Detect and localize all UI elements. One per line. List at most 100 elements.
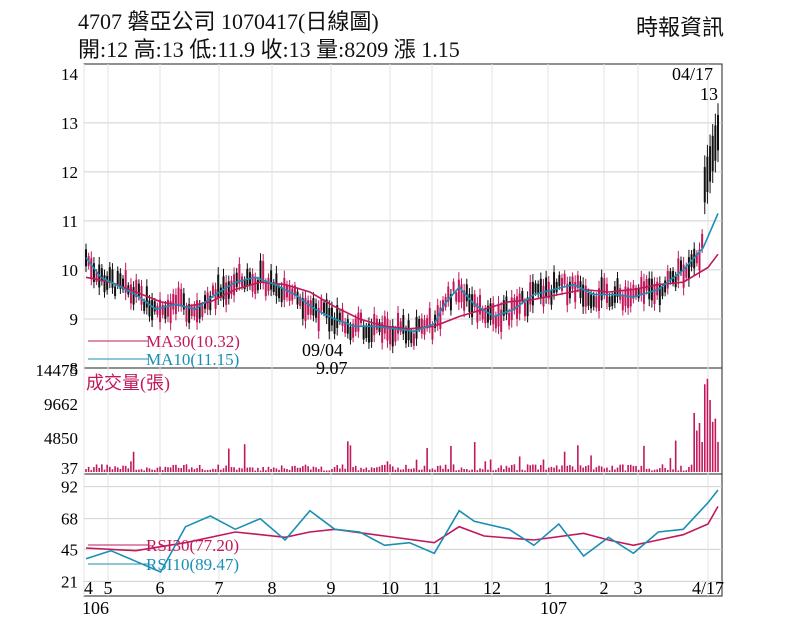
candle-body [563,273,566,285]
last-date-label: 04/17 [672,64,713,84]
candle-body [116,270,119,285]
candle-body [664,280,667,293]
candle-body [198,304,201,319]
candle-body [301,298,304,319]
candle-body [653,283,656,304]
candle-body [648,278,651,300]
candle-body [555,281,558,293]
candlesticks [85,103,719,354]
candle-body [367,323,370,343]
candle-body [341,308,344,327]
candle-body [391,325,394,347]
candle-body [518,293,521,314]
candle-body [672,270,675,283]
candle-body [452,281,455,291]
candle-body [296,291,299,305]
candle-body [246,268,249,286]
candle-body [558,275,561,287]
candle-body [153,301,156,312]
price-tick-label: 14 [61,65,79,84]
candle-body [534,283,537,293]
candle-body [291,288,294,301]
candle-body [471,294,474,318]
low-value-label: 9.07 [316,358,348,378]
candle-body [489,303,492,320]
candle-body [312,298,315,316]
candle-body [180,289,183,307]
candle-body [508,312,511,326]
month-label: 7 [215,578,224,598]
candle-body [481,309,484,320]
candle-body [714,125,717,161]
candle-body [505,296,508,315]
candle-body [140,286,143,305]
candle-body [365,326,368,338]
rsi-tick-label: 68 [61,510,78,529]
candle-body [185,307,188,322]
candle-body [486,305,489,323]
rsi10-line [85,489,719,574]
volume-tick-label: 9662 [44,395,78,414]
candle-body [603,278,606,294]
candle-body [640,277,643,296]
candle-body [595,296,598,308]
low-date-label: 09/04 [302,340,343,360]
candle-body [193,305,196,317]
candle-body [217,274,220,298]
candle-body [108,267,111,283]
candle-body [383,316,386,334]
candle-body [600,277,603,301]
candle-body [349,326,352,341]
candle-body [135,279,138,298]
candle-body [238,263,241,284]
ohlc-summary: 開:12 高:13 低:11.9 收:13 量:8209 漲 1.15 [78,37,460,62]
candle-body [386,318,389,341]
candle-body [717,114,719,151]
candle-body [658,283,661,306]
candle-body [698,249,701,271]
candle-body [645,279,648,291]
candle-body [373,313,376,336]
source-label: 時報資訊 [635,15,724,40]
candle-body [95,272,98,282]
candle-body [304,297,307,321]
candle-body [307,300,310,315]
candle-body [447,286,450,302]
candle-body [439,307,442,330]
candle-body [151,299,154,321]
candle-body [410,331,413,344]
candle-body [598,288,601,311]
candle-body [402,315,405,334]
candle-body [465,284,468,302]
candle-body [656,281,659,296]
candle-body [122,278,125,290]
candle-body [132,287,135,305]
ma30-line [85,253,719,330]
candle-body [679,260,682,273]
candle-body [526,297,529,317]
candle-body [574,282,577,303]
candle-body [222,276,225,300]
candle-body [650,278,653,301]
candle-body [270,270,273,290]
candle-body [338,312,341,322]
candle-body [709,146,712,182]
candle-body [500,309,503,332]
year-label: 106 [82,598,109,618]
candle-body [129,284,132,304]
candle-body [299,296,302,306]
month-label: 4 [84,578,93,598]
candle-body [357,312,360,332]
volume-tick-label: 14475 [36,361,79,380]
candle-body [571,276,574,289]
candle-body [457,279,460,303]
price-tick-label: 8 [70,359,79,378]
rsi-tick-label: 21 [61,572,78,591]
rsi-tick-label: 45 [61,540,78,559]
candle-body [360,312,363,324]
month-label: 5 [104,578,113,598]
candle-body [431,325,434,340]
ma30-legend: MA30(10.32) [146,332,240,351]
candle-body [545,277,548,298]
candle-body [293,285,296,296]
